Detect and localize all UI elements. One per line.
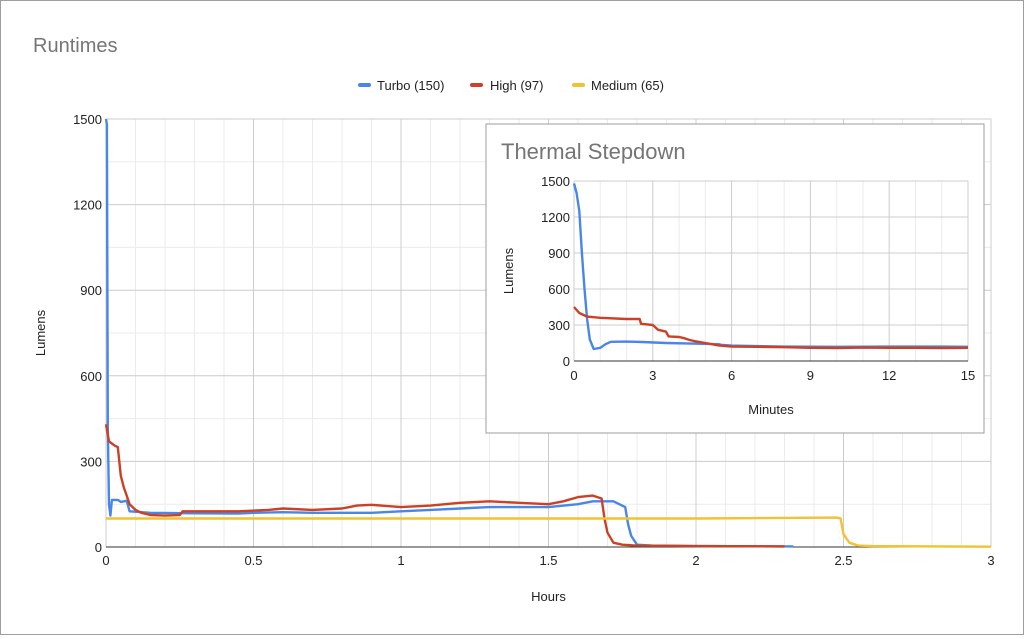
x-tick-label: 1.5 [539, 553, 557, 568]
legend-item-medium[interactable]: Medium (65) [572, 78, 664, 93]
y-tick-label: 300 [548, 318, 570, 333]
legend-label-medium: Medium (65) [591, 78, 664, 93]
y-axis-label: Lumens [501, 247, 516, 294]
x-tick-label: 3 [987, 553, 994, 568]
x-tick-label: 9 [807, 368, 814, 383]
y-tick-label: 900 [548, 246, 570, 261]
x-tick-label: 2.5 [834, 553, 852, 568]
y-tick-label: 0 [563, 354, 570, 369]
inset-title: Thermal Stepdown [501, 139, 686, 164]
series-line-medium [106, 516, 992, 548]
y-tick-label: 900 [80, 283, 102, 298]
y-tick-label: 600 [548, 282, 570, 297]
inset-chart: Thermal Stepdown 0 3 6 9 12 15 0 300 600 900 1200 1… [485, 123, 985, 434]
y-tick-label: 1500 [541, 174, 570, 189]
chart-title: Runtimes [33, 35, 117, 57]
y-tick-label: 1200 [541, 210, 570, 225]
legend-item-turbo[interactable]: Turbo (150) [358, 78, 444, 93]
x-axis-label: Hours [531, 589, 566, 604]
x-tick-label: 15 [961, 368, 975, 383]
series-line-high [104, 424, 785, 548]
y-tick-label: 300 [80, 454, 102, 469]
legend-label-high: High (97) [490, 78, 543, 93]
x-tick-label: 3 [649, 368, 656, 383]
legend-item-high[interactable]: High (97) [470, 78, 543, 93]
x-tick-label: 0 [570, 368, 577, 383]
inset-plot-area: 0 3 6 9 12 15 0 300 600 900 1200 1500 Minutes Lumens [501, 174, 975, 417]
x-tick-label: 1 [397, 553, 404, 568]
legend-swatch-turbo [358, 83, 371, 87]
legend-label-turbo: Turbo (150) [377, 78, 444, 93]
x-tick-label: 2 [692, 553, 699, 568]
x-axis-label: Minutes [748, 402, 794, 417]
x-tick-label: 12 [882, 368, 896, 383]
legend-swatch-medium [572, 83, 585, 87]
series-line-turbo [104, 118, 794, 548]
y-tick-label: 1500 [73, 112, 102, 127]
y-tick-label: 600 [80, 369, 102, 384]
legend-swatch-high [470, 83, 483, 87]
x-tick-label: 0 [102, 553, 109, 568]
y-tick-label: 0 [95, 540, 102, 555]
y-axis-label: Lumens [33, 309, 48, 356]
legend: Turbo (150) High (97) Medium (65) [358, 78, 664, 93]
y-tick-label: 1200 [73, 198, 102, 213]
x-tick-label: 0.5 [244, 553, 262, 568]
inset-frame [485, 123, 985, 434]
x-tick-label: 6 [728, 368, 735, 383]
series-line-high [573, 306, 969, 350]
